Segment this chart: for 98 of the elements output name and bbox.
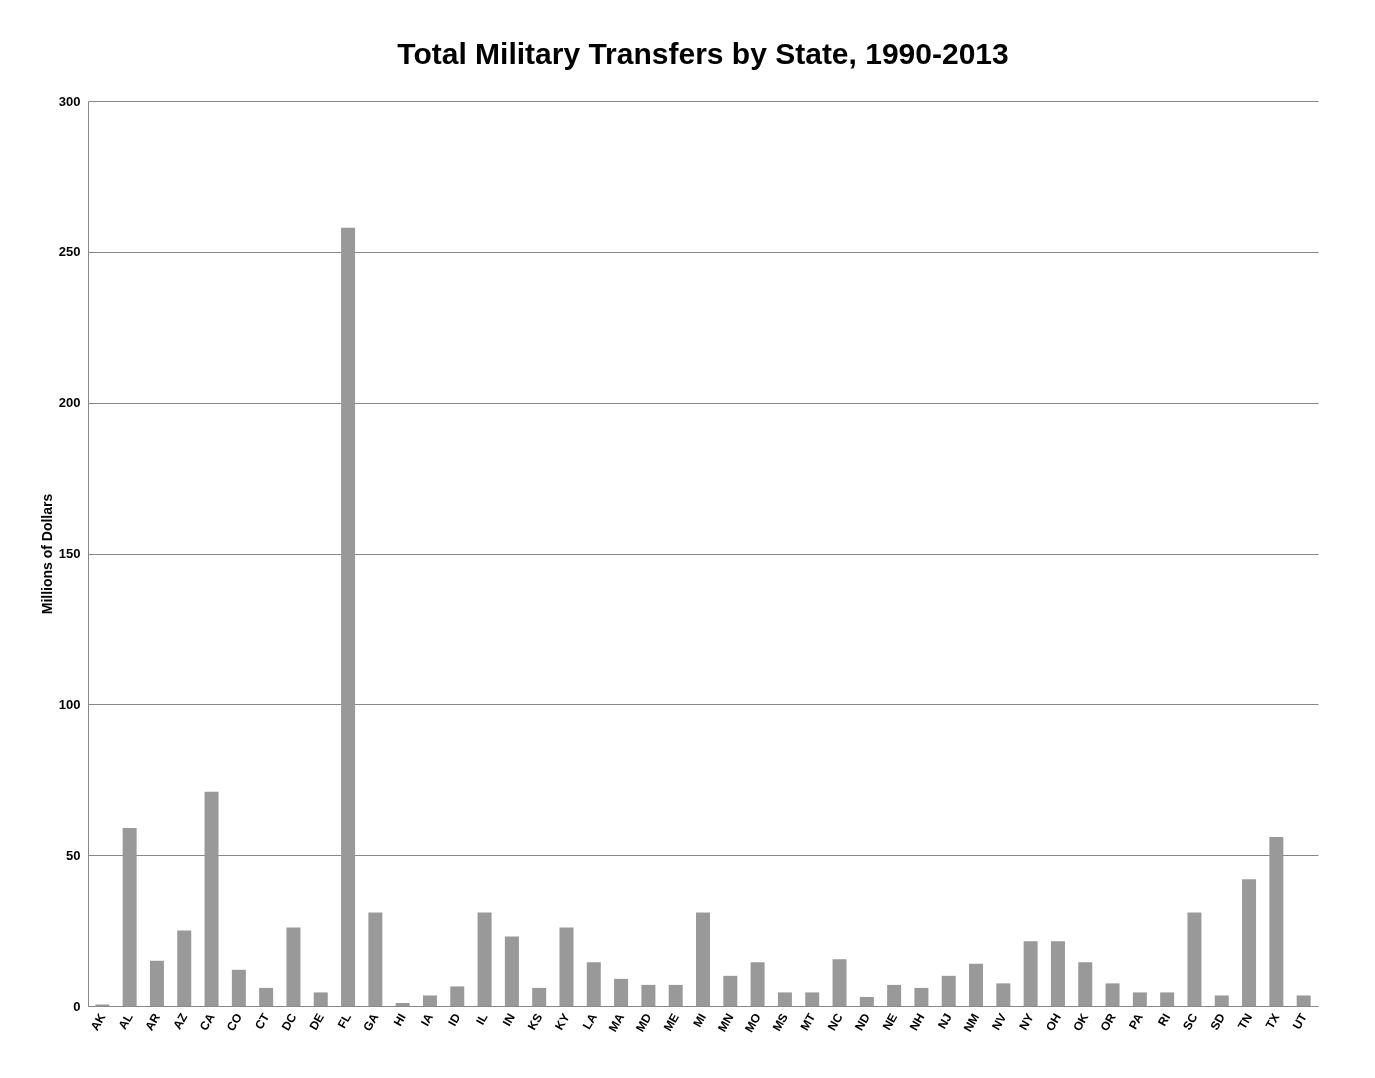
bar <box>286 927 301 1006</box>
bar <box>696 912 710 1006</box>
y-tick-label: 200 <box>58 395 81 411</box>
x-tick-label: NC <box>824 1010 846 1034</box>
x-tick-label: HI <box>390 1011 409 1029</box>
x-tick-label: AL <box>115 1011 136 1032</box>
bar <box>450 986 465 1006</box>
bar <box>1023 941 1038 1006</box>
x-tick-label: OH <box>1042 1011 1064 1034</box>
bar <box>259 987 274 1006</box>
bar <box>395 1002 410 1006</box>
x-tick-label: ME <box>660 1011 682 1034</box>
bar <box>969 963 984 1006</box>
y-tick-label: 50 <box>66 847 81 863</box>
bar <box>559 927 574 1006</box>
x-tick-label: NH <box>906 1011 928 1034</box>
bar <box>641 984 656 1006</box>
x-tick-label: MO <box>741 1011 764 1035</box>
x-tick-label: UT <box>1289 1010 1311 1032</box>
x-tick-label: SC <box>1180 1010 1201 1033</box>
bar <box>750 962 765 1006</box>
bar <box>504 936 519 1006</box>
bar <box>231 969 246 1006</box>
x-tick-label: KS <box>524 1011 546 1033</box>
bar <box>177 930 192 1006</box>
x-tick-label: CO <box>223 1011 245 1034</box>
x-tick-label: KY <box>552 1011 573 1033</box>
x-tick-label: CT <box>252 1010 273 1032</box>
bar <box>1160 992 1175 1006</box>
bar <box>1050 941 1065 1006</box>
x-tick-label: RI <box>1155 1011 1174 1029</box>
bar <box>668 984 683 1006</box>
bar <box>313 992 328 1006</box>
bar <box>1296 995 1311 1006</box>
bar <box>204 791 219 1006</box>
bar <box>341 227 356 1006</box>
bar <box>914 987 929 1006</box>
x-tick-label: NY <box>1016 1011 1037 1033</box>
bar <box>477 912 492 1006</box>
y-tick-label: 150 <box>58 546 81 561</box>
x-tick-label: OR <box>1097 1010 1119 1034</box>
bar <box>887 984 902 1006</box>
x-tick-label: AK <box>87 1010 109 1034</box>
x-tick-label: MD <box>633 1010 655 1035</box>
x-tick-label: CA <box>196 1010 218 1034</box>
bar <box>422 995 437 1006</box>
x-tick-label: ID <box>445 1010 464 1029</box>
bar <box>122 828 137 1006</box>
bar <box>859 996 874 1006</box>
y-tick-label: 250 <box>58 244 81 260</box>
x-tick-label: DE <box>306 1011 327 1033</box>
bar <box>941 975 956 1006</box>
x-tick-label: MS <box>769 1011 791 1034</box>
x-tick-label: MT <box>797 1010 819 1034</box>
x-tick-label: IL <box>473 1011 491 1028</box>
x-tick-label: IN <box>499 1011 518 1029</box>
x-tick-label: ND <box>852 1010 874 1034</box>
x-tick-label: MN <box>714 1011 737 1035</box>
x-tick-label: AR <box>142 1010 164 1034</box>
x-tick-label: NJ <box>934 1011 955 1032</box>
x-tick-label: OK <box>1070 1010 1092 1034</box>
bar <box>149 960 164 1006</box>
x-tick-label: PA <box>1125 1010 1147 1032</box>
x-tick-label: NE <box>879 1011 901 1033</box>
x-tick-label: IA <box>417 1010 437 1029</box>
bar <box>1132 992 1147 1006</box>
x-tick-label: MI <box>690 1011 710 1030</box>
bar <box>832 959 847 1006</box>
bar <box>1269 837 1284 1006</box>
bar <box>1187 912 1202 1006</box>
bar <box>532 987 547 1006</box>
bar <box>723 975 738 1006</box>
bar <box>777 992 792 1006</box>
x-tick-label: AZ <box>170 1011 191 1032</box>
bar <box>1242 879 1257 1006</box>
y-axis-title: Millions of Dollars <box>38 493 55 615</box>
bar <box>996 983 1011 1006</box>
bar <box>1214 995 1229 1006</box>
x-tick-label: NV <box>988 1011 1010 1033</box>
x-tick-label: LA <box>579 1010 601 1032</box>
y-tick-label: 300 <box>58 93 81 109</box>
x-tick-label: FL <box>334 1011 355 1031</box>
x-tick-label: SD <box>1207 1010 1228 1033</box>
bar <box>1105 983 1120 1006</box>
bar <box>368 912 383 1006</box>
y-tick-label: 0 <box>73 998 81 1014</box>
bar <box>586 962 601 1006</box>
chart-title: Total Military Transfers by State, 1990-2013 <box>397 37 1009 70</box>
x-tick-label: TX <box>1262 1011 1283 1032</box>
bar <box>614 978 629 1006</box>
x-tick-label: MA <box>605 1010 628 1035</box>
y-tick-label: 100 <box>58 696 81 712</box>
x-tick-label: DC <box>278 1010 300 1034</box>
x-tick-label: NM <box>960 1011 983 1035</box>
x-tick-label: GA <box>360 1010 382 1034</box>
x-tick-label: TN <box>1235 1011 1256 1032</box>
bar <box>805 992 820 1006</box>
bar <box>1078 962 1093 1006</box>
